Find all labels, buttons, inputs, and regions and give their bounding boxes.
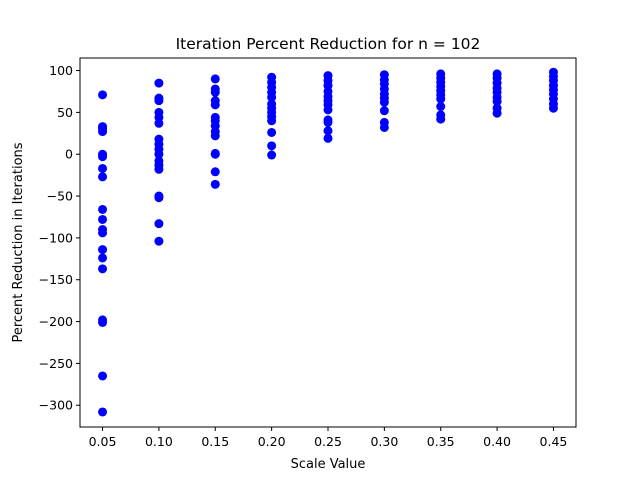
x-tick-label: 0.30	[370, 434, 398, 449]
data-point	[323, 126, 333, 136]
data-point	[98, 172, 108, 182]
x-tick-label: 0.05	[89, 434, 117, 449]
data-point	[98, 407, 108, 417]
data-point	[323, 105, 333, 115]
plot-frame	[79, 57, 577, 428]
y-tick-label: −100	[39, 230, 73, 245]
data-point	[323, 133, 333, 143]
x-axis-ticks: 0.05 0.10 0.15 0.20 0.25 0.30 0.35 0.40 0.45	[89, 427, 568, 449]
data-point	[267, 127, 277, 137]
data-point	[267, 150, 277, 160]
data-point	[98, 264, 108, 274]
data-point	[379, 122, 389, 132]
data-point	[98, 204, 108, 214]
data-point	[98, 127, 108, 137]
data-point	[210, 74, 220, 84]
y-tick-label: 0	[65, 147, 73, 162]
data-point	[436, 94, 446, 104]
data-point	[154, 149, 164, 159]
data-point	[98, 253, 108, 263]
data-point	[154, 219, 164, 229]
x-tick-label: 0.20	[258, 434, 286, 449]
x-tick-label: 0.45	[540, 434, 568, 449]
data-point	[98, 214, 108, 224]
data-point	[210, 167, 220, 177]
data-point	[98, 152, 108, 162]
data-point	[98, 228, 108, 238]
data-point	[98, 317, 108, 327]
data-point	[267, 141, 277, 151]
data-point	[98, 245, 108, 255]
data-point	[436, 102, 446, 112]
x-tick-label: 0.15	[201, 434, 229, 449]
data-point	[98, 163, 108, 173]
data-point	[154, 193, 164, 203]
y-tick-label: −200	[39, 314, 73, 329]
data-point	[154, 78, 164, 88]
data-point	[154, 164, 164, 174]
y-tick-label: −150	[39, 272, 73, 287]
y-axis-label: Percent Reduction in Iterations	[11, 142, 26, 342]
chart-title: Iteration Percent Reduction for n = 102	[176, 35, 481, 53]
y-tick-label: −300	[39, 398, 73, 413]
x-tick-label: 0.35	[427, 434, 455, 449]
y-tick-label: 100	[49, 63, 73, 78]
x-tick-label: 0.40	[483, 434, 511, 449]
data-point	[154, 236, 164, 246]
data-point	[492, 108, 502, 118]
y-tick-label: −250	[39, 356, 73, 371]
data-point	[379, 106, 389, 116]
data-point	[379, 97, 389, 107]
data-point	[492, 97, 502, 107]
data-point	[323, 117, 333, 127]
data-points	[98, 67, 558, 417]
y-axis-ticks: 100 50 0 −50 −100 −150 −200 −250 −300	[39, 63, 80, 413]
y-tick-label: −50	[47, 189, 73, 204]
data-point	[267, 116, 277, 126]
data-point	[98, 90, 108, 100]
x-axis-label: Scale Value	[291, 457, 366, 472]
data-point	[548, 103, 558, 113]
x-tick-label: 0.10	[145, 434, 173, 449]
data-point	[98, 371, 108, 381]
data-point	[436, 114, 446, 124]
y-tick-label: 50	[57, 105, 73, 120]
data-point	[210, 149, 220, 159]
data-point	[154, 96, 164, 106]
data-point	[210, 179, 220, 189]
data-point	[210, 87, 220, 97]
data-point	[210, 100, 220, 110]
data-point	[267, 92, 277, 102]
x-tick-label: 0.25	[314, 434, 342, 449]
data-point	[154, 118, 164, 128]
data-point	[210, 131, 220, 141]
